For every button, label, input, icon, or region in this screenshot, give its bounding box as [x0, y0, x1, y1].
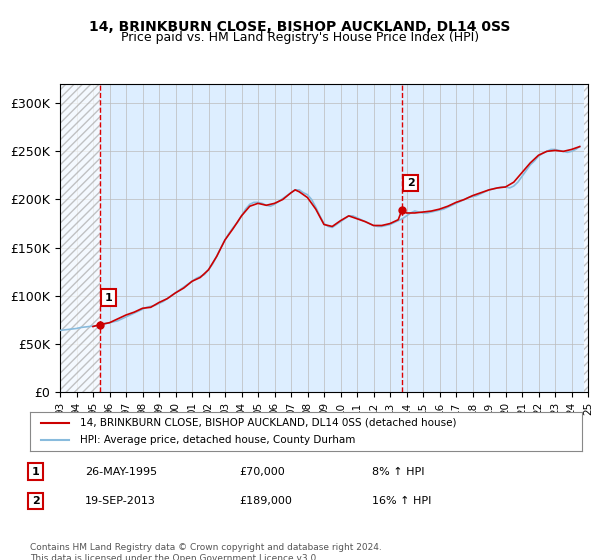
Text: Contains HM Land Registry data © Crown copyright and database right 2024.
This d: Contains HM Land Registry data © Crown c… [30, 543, 382, 560]
Text: £70,000: £70,000 [240, 467, 286, 477]
Text: 2: 2 [32, 496, 40, 506]
Text: 14, BRINKBURN CLOSE, BISHOP AUCKLAND, DL14 0SS: 14, BRINKBURN CLOSE, BISHOP AUCKLAND, DL… [89, 20, 511, 34]
Text: £189,000: £189,000 [240, 496, 293, 506]
Bar [60, 84, 100, 392]
Text: 26-MAY-1995: 26-MAY-1995 [85, 467, 157, 477]
Text: 14, BRINKBURN CLOSE, BISHOP AUCKLAND, DL14 0SS (detached house): 14, BRINKBURN CLOSE, BISHOP AUCKLAND, DL… [80, 418, 456, 428]
Text: 1: 1 [104, 292, 112, 302]
Text: 16% ↑ HPI: 16% ↑ HPI [372, 496, 431, 506]
Text: 2: 2 [407, 178, 415, 188]
Bar [584, 84, 588, 392]
Text: 19-SEP-2013: 19-SEP-2013 [85, 496, 156, 506]
Text: Price paid vs. HM Land Registry's House Price Index (HPI): Price paid vs. HM Land Registry's House … [121, 31, 479, 44]
Text: HPI: Average price, detached house, County Durham: HPI: Average price, detached house, Coun… [80, 435, 355, 445]
Text: 8% ↑ HPI: 8% ↑ HPI [372, 467, 425, 477]
Text: 1: 1 [32, 467, 40, 477]
